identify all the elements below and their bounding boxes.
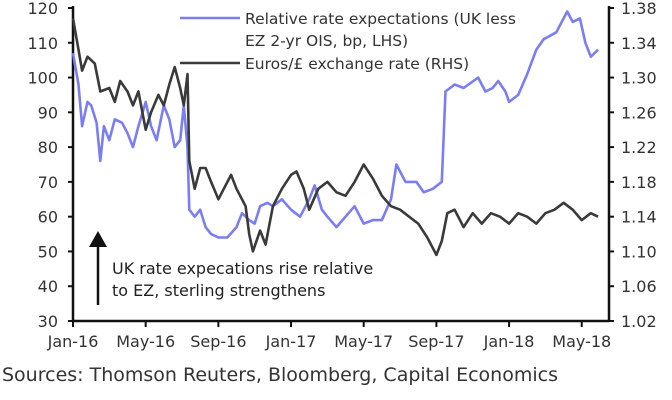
arrow-head-icon	[89, 231, 107, 247]
x-tick-label: May-16	[116, 332, 175, 351]
y-left-tick-label: 40	[38, 277, 58, 296]
source-note: Sources: Thomson Reuters, Bloomberg, Cap…	[2, 364, 558, 386]
x-tick-label: May-17	[334, 332, 393, 351]
y-left-tick-label: 110	[27, 34, 58, 53]
y-left-tick-label: 60	[38, 208, 58, 227]
y-right-tick-label: 1.02	[621, 312, 657, 331]
legend: Relative rate expectations (UK less EZ 2-…	[180, 10, 516, 73]
annotation-text: to EZ, sterling strengthens	[112, 281, 325, 300]
y-right-tick-label: 1.06	[621, 277, 657, 296]
x-tick-label: May-18	[552, 332, 611, 351]
y-right-tick-label: 1.26	[621, 103, 657, 122]
series-line-eur-gbp	[71, 18, 599, 257]
y-right-tick-label: 1.38	[621, 0, 657, 18]
x-tick-label: Sep-17	[408, 332, 464, 351]
y-left-tick-label: 80	[38, 138, 58, 157]
y-left-tick-label: 100	[27, 69, 58, 88]
x-tick-label: Jan-16	[47, 332, 99, 351]
y-right-tick-label: 1.18	[621, 173, 657, 192]
dual-axis-line-chart: 30 40 50 60 70 80 90 100 110 120 1.02 1.06 1.10 1.14 1…	[27, 0, 657, 351]
y-right-tick-label: 1.22	[621, 138, 657, 157]
x-tick-label: Jan-17	[265, 332, 317, 351]
legend-label: Euros/£ exchange rate (RHS)	[245, 55, 469, 73]
y-left-tick-label: 90	[38, 103, 58, 122]
y-right-tick-label: 1.10	[621, 242, 657, 261]
x-tick-label: Jan-18	[483, 332, 535, 351]
annotation-text: UK rate expecations rise relative	[112, 259, 373, 278]
legend-label: Relative rate expectations (UK less	[245, 10, 516, 28]
y-right-tick-label: 1.34	[621, 34, 657, 53]
annotation: UK rate expecations rise relative to EZ, …	[89, 231, 373, 305]
series-line-rate-expectations	[71, 10, 599, 239]
y-left-tick-label: 70	[38, 173, 58, 192]
legend-label: EZ 2-yr OIS, bp, LHS)	[245, 32, 408, 50]
x-tick-label: Sep-16	[190, 332, 246, 351]
y-right-tick-label: 1.30	[621, 69, 657, 88]
y-left-tick-label: 50	[38, 242, 58, 261]
y-left-tick-label: 120	[27, 0, 58, 18]
y-left-tick-label: 30	[38, 312, 58, 331]
y-right-tick-label: 1.14	[621, 208, 657, 227]
